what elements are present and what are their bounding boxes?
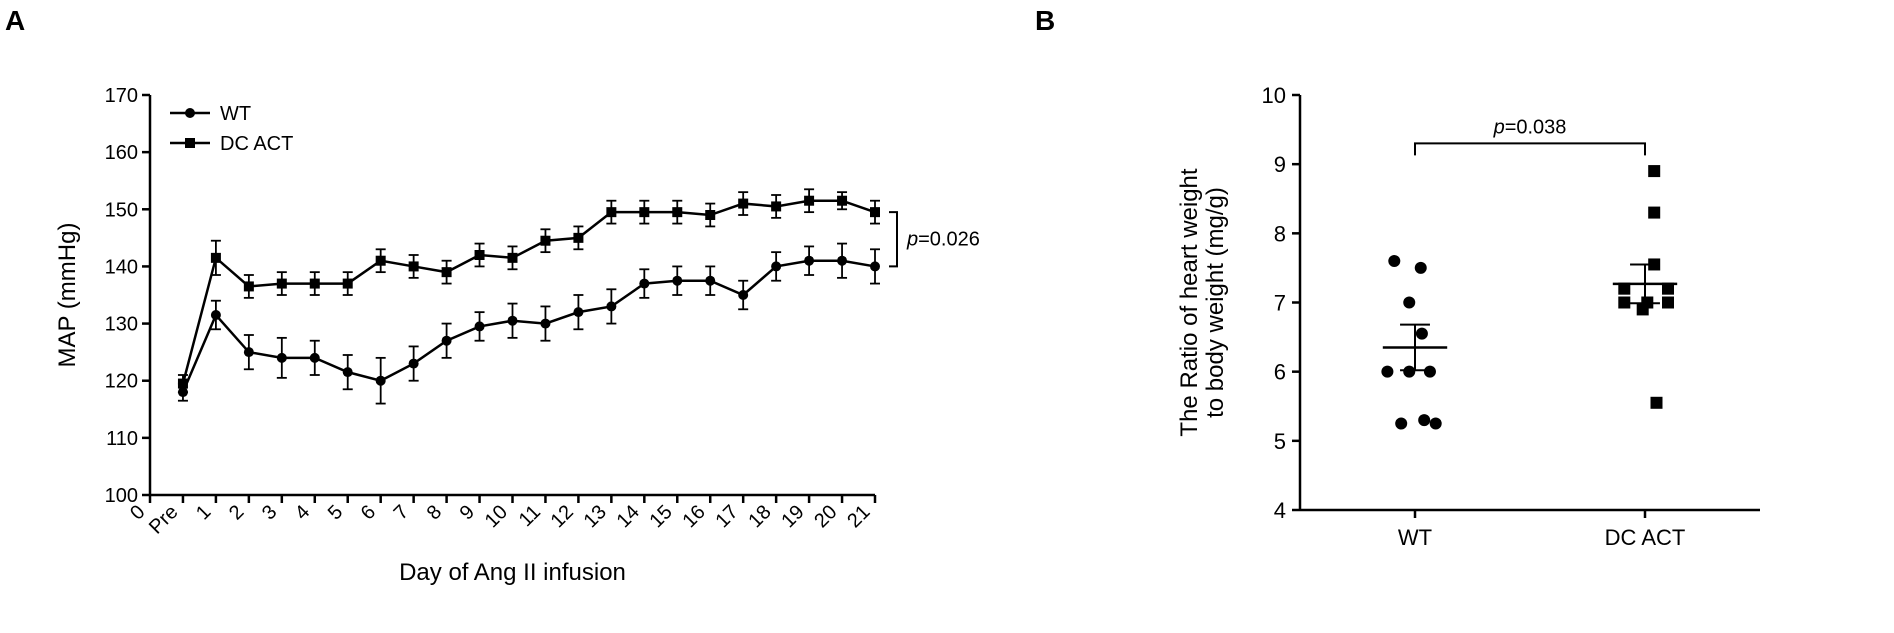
svg-text:DC ACT: DC ACT [220,133,293,155]
svg-text:5: 5 [1274,429,1286,454]
figure-container: A 1001101201301401501601700Pre1234567891… [0,0,1894,633]
svg-text:9: 9 [456,501,479,524]
svg-text:p=0.038: p=0.038 [1493,116,1567,138]
svg-text:6: 6 [1274,360,1286,385]
svg-text:7: 7 [390,501,413,524]
svg-text:1: 1 [192,501,215,524]
svg-text:12: 12 [547,501,578,532]
svg-text:4: 4 [1274,498,1286,523]
svg-text:20: 20 [810,501,841,532]
svg-text:17: 17 [711,501,742,532]
svg-text:5: 5 [324,501,347,524]
panel-b-chart: 4 5 6 7 8 9 10 WT DC ACT The Ratio of heart weigh… [980,0,1894,633]
svg-text:15: 15 [646,501,677,532]
svg-text:9: 9 [1274,152,1286,177]
svg-text:16: 16 [678,501,709,532]
svg-text:6: 6 [357,501,380,524]
svg-text:MAP (mmHg): MAP (mmHg) [54,223,81,368]
svg-text:WT: WT [1398,525,1432,550]
svg-text:Pre: Pre [145,501,183,539]
svg-text:Day of Ang II infusion: Day of Ang II infusion [399,559,626,586]
svg-text:21: 21 [843,501,874,532]
svg-text:14: 14 [613,501,644,532]
panel-a-chart: 1001101201301401501601700Pre123456789101… [0,0,980,633]
svg-text:10: 10 [1262,83,1286,108]
svg-text:130: 130 [105,314,138,336]
svg-text:8: 8 [423,501,446,524]
panel-b: B 45678910WTDC ACTThe Ratio of heart wei… [980,0,1894,633]
panel-a: A 1001101201301401501601700Pre1234567891… [0,0,980,633]
svg-text:The Ratio of heart weightto bo: The Ratio of heart weightto body weight … [1176,168,1229,436]
svg-text:160: 160 [105,142,138,164]
svg-text:2: 2 [225,501,248,524]
svg-text:19: 19 [777,501,808,532]
svg-text:140: 140 [105,256,138,278]
svg-text:4: 4 [291,501,314,524]
svg-text:18: 18 [744,501,775,532]
svg-text:13: 13 [580,501,611,532]
svg-text:170: 170 [105,85,138,107]
svg-text:8: 8 [1274,221,1286,246]
svg-text:120: 120 [105,371,138,393]
svg-text:WT: WT [220,103,251,125]
svg-text:150: 150 [105,199,138,221]
svg-text:110: 110 [106,428,138,450]
svg-text:DC ACT: DC ACT [1605,525,1686,550]
svg-text:p=0.026: p=0.026 [906,228,980,250]
svg-text:3: 3 [258,501,281,524]
svg-text:11: 11 [515,501,545,531]
svg-text:10: 10 [481,501,512,532]
svg-text:7: 7 [1274,291,1286,316]
